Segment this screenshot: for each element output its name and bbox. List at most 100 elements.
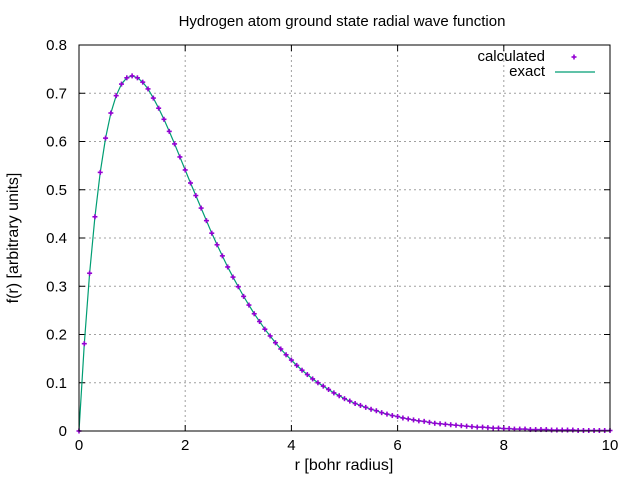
data-point-calculated <box>118 81 124 87</box>
data-point-calculated <box>416 418 422 424</box>
data-point-calculated <box>389 413 395 419</box>
data-point-calculated <box>304 372 310 378</box>
data-point-calculated <box>469 424 475 430</box>
y-tick-label: 0.3 <box>46 278 67 295</box>
data-point-calculated <box>342 396 347 402</box>
data-point-calculated <box>278 346 284 352</box>
data-point-calculated <box>453 422 459 428</box>
data-point-calculated <box>294 362 300 368</box>
y-tick-label: 0.4 <box>46 230 67 247</box>
x-tick-label: 8 <box>500 437 508 454</box>
data-point-calculated <box>113 93 119 99</box>
data-point-calculated <box>166 128 172 134</box>
data-point-calculated <box>262 326 268 332</box>
data-point-calculated <box>124 75 130 81</box>
data-point-calculated <box>230 274 236 280</box>
chart-title: Hydrogen atom ground state radial wave f… <box>179 13 506 30</box>
legend: calculated exact <box>477 48 595 80</box>
data-point-calculated <box>150 95 156 101</box>
data-point-calculated <box>565 427 571 433</box>
data-point-calculated <box>384 411 390 417</box>
data-point-calculated <box>379 410 385 416</box>
legend-marker-point <box>571 54 577 60</box>
data-point-calculated <box>198 205 204 211</box>
y-axis-label: f(r) [arbitrary units] <box>5 173 22 304</box>
data-point-calculated <box>506 426 512 432</box>
data-point-calculated <box>559 427 565 433</box>
data-point-calculated <box>103 135 109 141</box>
data-point-calculated <box>549 427 555 433</box>
data-point-calculated <box>188 180 194 186</box>
data-point-calculated <box>464 423 470 429</box>
data-point-calculated <box>272 340 278 346</box>
data-point-calculated <box>246 302 252 308</box>
data-point-calculated <box>182 167 188 173</box>
series-line-exact <box>78 75 610 432</box>
data-point-calculated <box>203 218 209 224</box>
data-point-calculated <box>299 367 305 373</box>
x-tick-label: 4 <box>287 437 295 454</box>
data-point-calculated <box>331 390 337 396</box>
x-tick-label: 0 <box>75 437 83 454</box>
data-point-calculated <box>395 414 401 420</box>
data-point-calculated <box>267 333 273 339</box>
plot-frame <box>78 44 611 432</box>
data-point-calculated <box>315 380 321 386</box>
data-point-calculated <box>336 393 342 399</box>
x-tick-label: 6 <box>393 437 401 454</box>
data-point-calculated <box>474 424 480 430</box>
data-point-calculated <box>326 387 332 393</box>
data-point-calculated <box>411 417 417 423</box>
data-point-calculated <box>193 193 199 199</box>
data-point-calculated <box>448 422 454 428</box>
data-point-calculated <box>554 427 560 433</box>
data-point-calculated <box>368 406 374 412</box>
data-point-calculated <box>490 425 496 431</box>
data-point-calculated <box>405 416 411 422</box>
data-point-calculated <box>310 376 316 382</box>
data-point-calculated <box>347 398 353 404</box>
data-point-calculated <box>225 264 231 270</box>
data-point-calculated <box>129 73 135 79</box>
data-point-calculated <box>87 270 93 276</box>
data-point-calculated <box>480 424 486 430</box>
y-tick-label: 0.1 <box>46 375 67 392</box>
data-point-calculated <box>257 318 263 324</box>
y-tick-label: 0.5 <box>46 182 67 199</box>
data-point-calculated <box>251 311 257 317</box>
data-point-calculated <box>140 79 146 85</box>
data-point-calculated <box>320 383 326 389</box>
data-point-calculated <box>108 110 114 116</box>
data-point-calculated <box>145 86 151 92</box>
plot-area <box>76 73 613 434</box>
y-tick-label: 0 <box>59 423 67 440</box>
data-point-calculated <box>357 402 363 408</box>
data-point-calculated <box>421 418 427 424</box>
data-point-calculated <box>156 105 162 111</box>
data-point-calculated <box>172 141 178 147</box>
data-point-calculated <box>363 404 369 410</box>
data-point-calculated <box>161 116 167 122</box>
data-point-calculated <box>432 420 438 426</box>
x-tick-label: 10 <box>602 437 619 454</box>
data-point-calculated <box>288 357 294 363</box>
data-point-calculated <box>495 425 501 431</box>
data-point-calculated <box>458 423 464 429</box>
data-point-calculated <box>92 214 98 220</box>
data-point-calculated <box>283 352 289 358</box>
data-point-calculated <box>400 415 406 421</box>
data-point-calculated <box>219 253 225 259</box>
x-axis-label: r [bohr radius] <box>295 457 394 474</box>
grid <box>79 45 610 431</box>
y-tick-label: 0.6 <box>46 134 67 151</box>
data-point-calculated <box>81 341 87 347</box>
data-point-calculated <box>442 421 448 427</box>
data-point-calculated <box>134 75 140 81</box>
data-point-calculated <box>241 293 247 299</box>
data-point-calculated <box>209 230 215 236</box>
axis-ticks: 0 2 4 6 8 10 0 0.1 0.2 0.3 0.4 0.5 0.6 0.7 0.8 <box>46 37 618 454</box>
data-point-calculated <box>501 426 507 432</box>
legend-label-calculated: calculated <box>477 48 545 65</box>
data-point-calculated <box>177 154 183 160</box>
